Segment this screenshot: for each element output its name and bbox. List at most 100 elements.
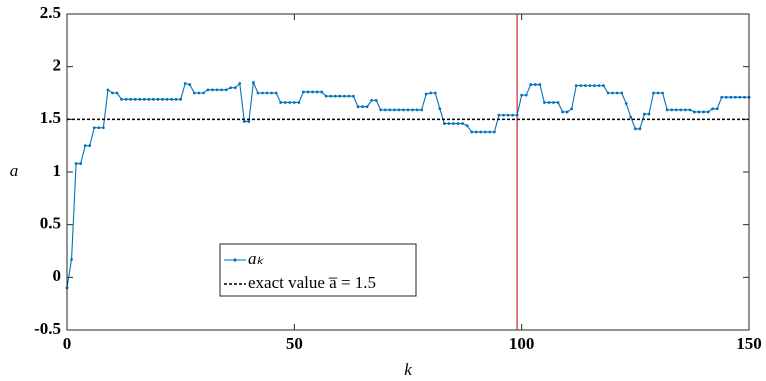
data-point xyxy=(261,91,264,95)
data-point xyxy=(579,84,583,88)
data-point xyxy=(329,94,333,98)
data-point xyxy=(147,97,151,101)
data-point xyxy=(356,105,360,109)
data-point xyxy=(438,107,442,111)
data-point xyxy=(442,122,446,125)
x-tick-label: 0 xyxy=(63,334,72,353)
data-point xyxy=(479,130,483,134)
y-tick-label: 0 xyxy=(53,266,62,285)
data-point xyxy=(656,91,660,95)
data-point xyxy=(288,101,292,104)
legend-dot xyxy=(233,258,237,262)
data-point xyxy=(724,95,728,99)
data-point xyxy=(597,84,601,88)
data-point xyxy=(111,91,114,95)
x-axis-label: k xyxy=(404,360,412,379)
data-point xyxy=(520,93,524,97)
x-tick-label: 100 xyxy=(509,334,535,353)
data-point xyxy=(161,97,164,101)
data-point xyxy=(242,120,246,123)
data-point xyxy=(101,126,105,130)
data-point xyxy=(643,112,646,116)
y-axis-label: a xyxy=(10,161,19,180)
data-point xyxy=(470,130,474,134)
data-point xyxy=(133,97,137,101)
x-tick-label: 50 xyxy=(286,334,303,353)
data-point xyxy=(511,113,514,117)
data-point xyxy=(220,88,223,92)
data-point xyxy=(492,130,496,134)
data-point xyxy=(247,120,251,123)
data-point xyxy=(638,127,642,131)
data-point xyxy=(697,110,701,114)
data-point xyxy=(306,90,310,94)
data-point xyxy=(679,108,683,112)
data-point xyxy=(683,108,687,112)
data-point xyxy=(702,110,705,114)
data-point xyxy=(570,107,574,111)
data-point xyxy=(743,95,746,99)
data-point xyxy=(543,101,546,104)
data-point xyxy=(688,108,692,112)
data-point xyxy=(174,97,178,101)
data-point xyxy=(270,91,273,95)
data-point xyxy=(552,101,555,104)
data-point xyxy=(529,83,533,86)
data-point xyxy=(397,108,401,112)
data-point xyxy=(452,122,455,125)
data-point xyxy=(738,95,742,99)
data-point xyxy=(602,84,605,88)
data-point xyxy=(365,105,369,109)
data-point xyxy=(593,84,596,88)
data-point xyxy=(188,83,192,86)
data-point xyxy=(729,95,733,99)
legend-label: aₖ xyxy=(248,249,265,268)
data-point xyxy=(352,94,355,98)
data-point xyxy=(302,90,305,94)
data-point xyxy=(661,91,665,95)
y-tick-label: 0.5 xyxy=(40,214,61,233)
data-point xyxy=(715,107,719,111)
axes-box xyxy=(66,13,750,331)
data-point xyxy=(606,91,610,95)
data-point xyxy=(474,130,478,134)
data-point xyxy=(320,90,324,94)
data-point xyxy=(720,95,724,99)
legend-label: exact value a̅ = 1.5 xyxy=(248,273,376,292)
data-point xyxy=(506,113,510,117)
data-point xyxy=(652,91,655,95)
data-point xyxy=(229,86,233,90)
data-point xyxy=(197,91,201,95)
data-point xyxy=(629,115,633,119)
x-tick-label: 150 xyxy=(736,334,762,353)
data-point xyxy=(588,84,592,88)
data-point xyxy=(206,88,210,92)
data-point xyxy=(315,90,319,94)
data-point xyxy=(361,105,364,109)
data-point xyxy=(674,108,678,112)
data-point xyxy=(538,83,542,86)
data-point xyxy=(83,144,87,148)
data-point xyxy=(406,108,410,112)
data-point xyxy=(456,122,460,125)
data-point xyxy=(183,82,187,85)
data-point xyxy=(342,94,346,98)
data-point xyxy=(574,84,578,88)
data-point xyxy=(120,97,123,101)
data-point xyxy=(138,97,142,101)
data-point xyxy=(292,101,296,104)
data-point xyxy=(265,91,269,95)
data-point xyxy=(106,88,110,92)
data-point xyxy=(383,108,387,112)
data-point xyxy=(647,112,651,116)
data-point xyxy=(565,110,569,114)
data-point xyxy=(338,94,342,98)
data-point xyxy=(115,91,119,95)
data-point xyxy=(179,97,183,101)
data-point xyxy=(411,108,414,112)
data-point xyxy=(392,108,396,112)
data-point xyxy=(256,91,260,95)
data-point xyxy=(156,97,160,101)
data-point xyxy=(620,91,624,95)
